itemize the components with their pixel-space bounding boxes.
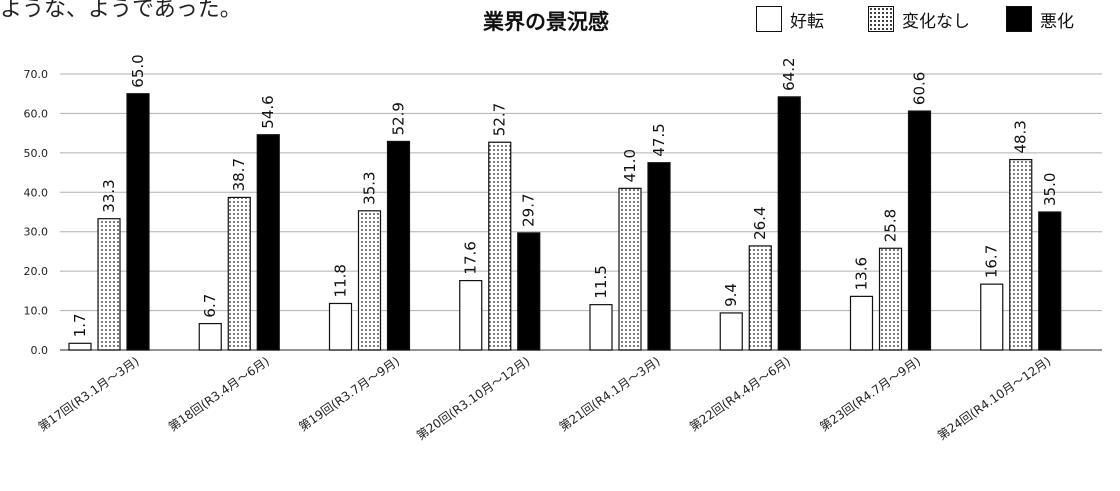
bar-black bbox=[647, 162, 671, 351]
y-axis-ticks: 0.0 10.0 20.0 30.0 40.0 50.0 60.0 70.0 bbox=[24, 68, 49, 357]
data-label: 41.0 bbox=[621, 149, 639, 182]
x-tick-label: 第17回(R3.1月～3月) bbox=[36, 354, 142, 434]
data-label: 38.7 bbox=[230, 158, 248, 191]
bar-white bbox=[719, 312, 743, 351]
legend-swatch-black bbox=[1006, 6, 1032, 32]
data-label: 13.6 bbox=[853, 257, 871, 290]
bar-white bbox=[198, 322, 222, 351]
legend-item-worsened: 悪化 bbox=[1006, 6, 1074, 32]
legend-label: 好転 bbox=[790, 11, 824, 32]
bar-black bbox=[126, 93, 150, 351]
chart-title: 業界の景況感 bbox=[483, 10, 609, 34]
y-tick-label: 0.0 bbox=[31, 344, 49, 357]
data-label: 35.3 bbox=[361, 171, 379, 204]
data-label: 11.5 bbox=[592, 265, 610, 298]
chart-legend: 好転 変化なし 悪化 bbox=[0, 6, 1120, 42]
bar-white bbox=[328, 302, 353, 351]
y-tick-label: 30.0 bbox=[24, 226, 49, 239]
data-label: 48.3 bbox=[1012, 120, 1030, 153]
data-label: 25.8 bbox=[882, 209, 900, 242]
y-tick-label: 60.0 bbox=[24, 107, 49, 120]
data-label: 52.7 bbox=[491, 103, 509, 136]
data-label: 60.6 bbox=[911, 72, 929, 105]
data-label: 1.7 bbox=[71, 313, 89, 337]
bar-black bbox=[777, 96, 801, 351]
data-label: 52.9 bbox=[390, 102, 408, 135]
data-label: 64.2 bbox=[780, 57, 798, 90]
x-tick-label: 第20回(R3.10月～12月) bbox=[414, 354, 533, 443]
data-labels: 1.7 33.3 65.0 6.7 38.7 54.6 11.8 35.3 52.9 17.6 52… bbox=[71, 54, 1059, 337]
y-tick-label: 20.0 bbox=[24, 265, 49, 278]
x-axis-ticks: 第17回(R3.1月～3月) 第18回(R3.4月～6月) 第19回(R3.7月～9… bbox=[36, 354, 1054, 443]
data-label: 33.3 bbox=[100, 179, 118, 212]
x-tick-label: 第22回(R4.4月～6月) bbox=[687, 354, 793, 434]
bar-white bbox=[849, 295, 874, 351]
clipped-body-text: ような、ようであった。 bbox=[0, 0, 242, 22]
bar-dots bbox=[878, 247, 903, 351]
data-label: 54.6 bbox=[259, 95, 277, 128]
bar-black bbox=[1038, 211, 1062, 351]
x-tick-label: 第21回(R4.1月～3月) bbox=[557, 354, 663, 434]
bar-dots bbox=[97, 218, 121, 351]
x-tick-label: 第23回(R4.7月～9月) bbox=[817, 354, 923, 434]
bars bbox=[68, 93, 1062, 351]
bar-dots bbox=[357, 210, 382, 351]
data-label: 17.6 bbox=[462, 241, 480, 274]
y-tick-label: 70.0 bbox=[24, 68, 49, 81]
bar-black bbox=[907, 110, 932, 351]
data-label: 35.0 bbox=[1041, 173, 1059, 206]
legend-swatch-dotted bbox=[868, 6, 894, 32]
y-tick-label: 10.0 bbox=[24, 305, 49, 318]
y-tick-label: 40.0 bbox=[24, 186, 49, 199]
x-tick-label: 第18回(R3.4月～6月) bbox=[166, 354, 272, 434]
data-label: 9.4 bbox=[722, 283, 740, 307]
bar-dots bbox=[748, 245, 772, 351]
bar-dots bbox=[1009, 158, 1033, 351]
bar-dots bbox=[488, 141, 512, 351]
bar-white bbox=[980, 283, 1004, 351]
bar-black bbox=[256, 134, 280, 351]
data-label: 65.0 bbox=[129, 54, 147, 87]
data-label: 11.8 bbox=[332, 264, 350, 297]
bar-dots bbox=[227, 196, 251, 351]
data-label: 26.4 bbox=[751, 207, 769, 240]
y-tick-label: 50.0 bbox=[24, 147, 49, 160]
x-tick-label: 第19回(R3.7月～9月) bbox=[296, 354, 402, 434]
legend-item-improved: 好転 bbox=[756, 6, 824, 32]
data-label: 29.7 bbox=[520, 193, 538, 226]
bar-black bbox=[517, 232, 541, 351]
legend-item-unchanged: 変化なし bbox=[868, 6, 970, 32]
data-label: 6.7 bbox=[201, 294, 219, 318]
legend-label: 変化なし bbox=[902, 11, 970, 32]
data-label: 16.7 bbox=[983, 245, 1001, 278]
bar-white bbox=[589, 304, 613, 351]
bar-white bbox=[459, 280, 483, 351]
bar-black bbox=[386, 140, 411, 351]
bar-dots bbox=[618, 187, 642, 351]
bar-white bbox=[68, 342, 92, 351]
legend-swatch-white bbox=[756, 6, 782, 32]
data-label: 47.5 bbox=[650, 123, 668, 156]
legend-label: 悪化 bbox=[1040, 11, 1074, 32]
x-tick-label: 第24回(R4.10月～12月) bbox=[935, 354, 1054, 443]
